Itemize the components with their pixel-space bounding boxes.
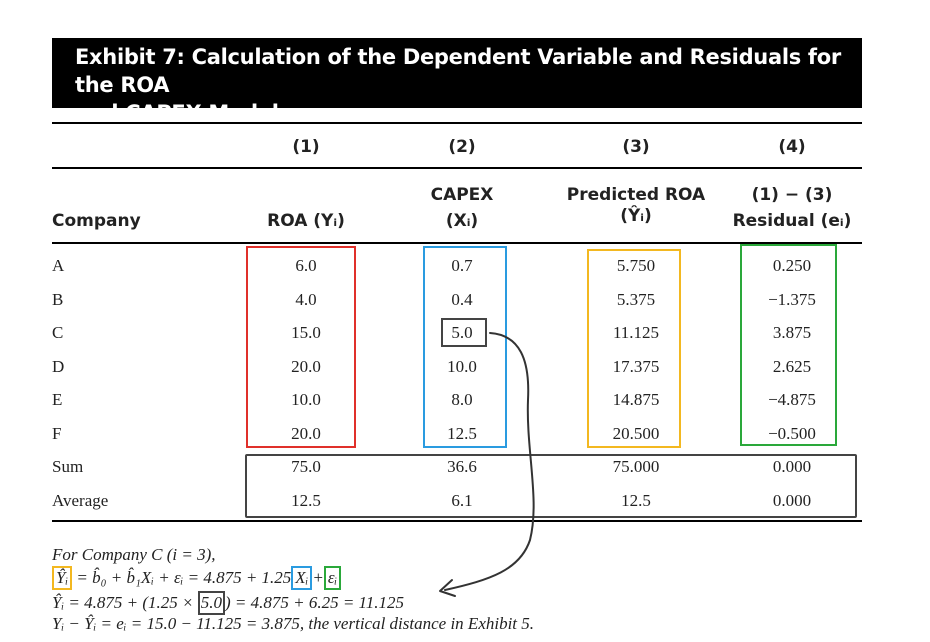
predicted-cell: 14.875	[612, 390, 660, 409]
header-predicted-line2: (Ŷᵢ)	[620, 206, 652, 226]
capex-cell: 5.0	[451, 323, 473, 342]
header-residual-line1: (1) − (3)	[751, 185, 833, 205]
company-label: E	[52, 390, 63, 409]
roa-cell: 4.0	[295, 290, 317, 309]
predicted-cell: 75.000	[612, 457, 660, 476]
header-residual-line2: Residual (eᵢ)	[732, 211, 852, 231]
roa-highlight-box	[246, 246, 356, 448]
yhat-term: Ŷᵢ	[52, 566, 73, 590]
column-number-rule	[52, 167, 862, 169]
header-rule	[52, 242, 862, 244]
residual-cell: −1.375	[768, 290, 816, 309]
x-term: Xᵢ	[291, 566, 313, 590]
company-label: B	[52, 290, 64, 309]
capex-cell: 36.6	[447, 457, 477, 476]
roa-cell: 20.0	[291, 424, 321, 443]
capex-cell: 8.0	[451, 390, 473, 409]
capex-cell: 0.4	[451, 290, 473, 309]
capex-value-box: 5.0	[197, 591, 225, 615]
residual-highlight-box	[740, 244, 837, 446]
capex-cell: 10.0	[447, 357, 477, 376]
equation-text: = b̂₀ + b̂₁Xᵢ + εᵢ = 4.875 + 1.25	[72, 568, 292, 587]
predicted-cell: 20.500	[612, 424, 660, 443]
plus-sign: +	[312, 568, 324, 587]
roa-cell: 75.0	[291, 457, 321, 476]
note-line4: Yᵢ − Ŷᵢ = eᵢ = 15.0 − 11.125 = 3.875, th…	[52, 614, 535, 633]
company-label: D	[52, 357, 65, 376]
col-number-4: (4)	[778, 137, 806, 157]
company-label: F	[52, 424, 62, 443]
residual-cell: 0.250	[772, 256, 812, 275]
company-label: C	[52, 323, 64, 342]
top-rule	[52, 122, 862, 124]
arrow-head	[439, 579, 456, 597]
company-label: A	[52, 256, 65, 275]
capex-cell: 12.5	[447, 424, 477, 443]
note-line2: Ŷᵢ = b̂₀ + b̂₁Xᵢ + εᵢ = 4.875 + 1.25 Xᵢ + ε…	[52, 566, 342, 590]
roa-cell: 6.0	[295, 256, 317, 275]
header-company: Company	[52, 211, 141, 231]
capex-cell: 0.7	[451, 256, 473, 275]
predicted-cell: 17.375	[612, 357, 660, 376]
capex-c-highlight-box	[441, 318, 487, 347]
exhibit-title: Exhibit 7: Calculation of the Dependent …	[52, 38, 862, 125]
summary-label: Average	[52, 491, 109, 510]
capex-cell: 6.1	[451, 491, 473, 510]
roa-cell: 12.5	[291, 491, 321, 510]
header-capex-line2: (Xᵢ)	[445, 211, 479, 231]
residual-cell: 2.625	[772, 357, 812, 376]
arrow-curve	[444, 332, 535, 591]
epsilon-term: εᵢ	[323, 566, 342, 590]
roa-cell: 15.0	[291, 323, 321, 342]
residual-cell: 0.000	[772, 457, 812, 476]
exhibit-title-line2: and CAPEX Model	[75, 101, 279, 125]
col-number-3: (3)	[622, 137, 650, 157]
roa-cell: 10.0	[291, 390, 321, 409]
residual-cell: −4.875	[768, 390, 816, 409]
residual-cell: 3.875	[772, 323, 812, 342]
note-line3: Ŷᵢ = 4.875 + (1.25 × 5.0) = 4.875 + 6.25…	[52, 591, 404, 615]
header-capex-line1: CAPEX	[430, 185, 494, 205]
roa-cell: 20.0	[291, 357, 321, 376]
equation-text: Ŷᵢ = 4.875 + (1.25 ×	[52, 593, 198, 612]
predicted-cell: 12.5	[621, 491, 651, 510]
col-number-2: (2)	[448, 137, 476, 157]
residual-cell: −0.500	[768, 424, 816, 443]
bottom-rule	[52, 520, 862, 522]
summary-label: Sum	[52, 457, 84, 476]
summary-highlight-box	[245, 454, 857, 518]
header-roa: ROA (Yᵢ)	[267, 211, 345, 231]
capex-highlight-box	[423, 246, 507, 448]
predicted-highlight-box	[587, 249, 681, 448]
col-number-1: (1)	[292, 137, 320, 157]
equation-text: ) = 4.875 + 6.25 = 11.125	[224, 593, 405, 612]
residual-cell: 0.000	[772, 491, 812, 510]
predicted-cell: 5.375	[616, 290, 656, 309]
header-predicted-line1: Predicted ROA	[566, 185, 706, 205]
note-line1: For Company C (i = 3),	[52, 545, 216, 564]
predicted-cell: 5.750	[616, 256, 656, 275]
predicted-cell: 11.125	[612, 323, 660, 342]
exhibit-title-line1: Exhibit 7: Calculation of the Dependent …	[75, 45, 841, 97]
